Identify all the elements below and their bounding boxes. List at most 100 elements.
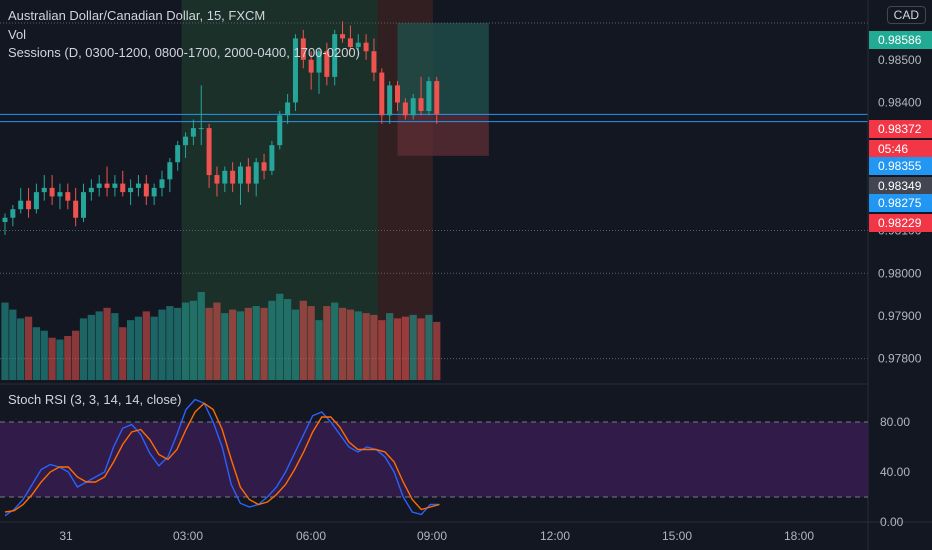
volume-bar (40, 330, 48, 380)
candle-body (214, 175, 220, 184)
candle-body (159, 179, 165, 188)
candle-body (26, 200, 32, 210)
candles (2, 21, 440, 235)
price-tick-label: 0.97900 (878, 309, 922, 323)
price-axis-labels: 0.98586 0.98372 05:46 0.98355 0.98349 0.98275… (869, 31, 932, 232)
candle-body (253, 162, 259, 184)
volume-bar (236, 311, 245, 380)
candle-body (324, 51, 330, 77)
time-axis-ticks[interactable]: 31 03:00 06:00 09:00 12:00 15:00 18:00 (59, 529, 814, 543)
volume-bar (268, 300, 276, 380)
price-label-box (869, 157, 932, 175)
candle-body (2, 217, 8, 223)
volume-bar (197, 292, 205, 380)
candle-body (332, 34, 338, 77)
volume-bar (56, 339, 64, 380)
price-tick-label: 0.97800 (878, 352, 922, 366)
candle-body (363, 42, 369, 52)
volume-bar (72, 330, 80, 380)
volume-bar (409, 314, 417, 380)
volume-bar (229, 309, 237, 380)
candle-body (183, 136, 189, 146)
price-label-text: 0.98275 (878, 196, 922, 210)
position-tool[interactable] (397, 23, 489, 156)
volume-bar (425, 314, 433, 380)
volume-bar (64, 336, 72, 380)
candle-body (143, 183, 149, 197)
candle-body (434, 81, 440, 115)
candle-body (198, 128, 204, 130)
candle-body (402, 102, 408, 116)
candle-body (151, 187, 157, 197)
price-axis-ticks[interactable]: 0.985000.984000.981000.980000.979000.978… (878, 53, 922, 529)
candle-body (128, 187, 134, 193)
price-label-text: 05:46 (878, 142, 908, 156)
price-label-text: 0.98349 (878, 179, 922, 193)
candle-body (96, 183, 102, 188)
volume-bar (79, 318, 88, 380)
volume-bar (354, 311, 362, 380)
price-label-text: 0.98586 (878, 33, 922, 47)
volume-bar (32, 327, 41, 380)
volume-bar (119, 327, 127, 380)
candle-body (261, 162, 267, 171)
candle-body (65, 192, 71, 201)
volume-bar (48, 337, 56, 380)
candle-body (245, 166, 251, 184)
candle-body (222, 170, 228, 184)
time-tick-label: 06:00 (296, 529, 326, 543)
volume-legend[interactable]: Vol (8, 27, 27, 42)
candle-body (355, 42, 361, 47)
candle-body (347, 38, 353, 47)
candle-body (49, 187, 55, 197)
candle-body (10, 209, 16, 218)
candle-body (112, 183, 118, 188)
price-label-text: 0.98355 (878, 159, 922, 173)
candle-body (33, 192, 39, 210)
candle-body (371, 51, 377, 73)
price-label-box (869, 194, 932, 212)
position-stop-zone (397, 114, 489, 156)
horizontal-lines[interactable] (0, 113, 868, 123)
price-label-box (869, 177, 932, 195)
volume-bar (252, 306, 260, 380)
candle-body (277, 115, 283, 146)
volume-bar (331, 302, 339, 380)
volume-bar (24, 316, 33, 380)
volume-bar (150, 316, 158, 380)
price-label-box (869, 140, 932, 158)
volume-bar (260, 307, 268, 380)
stoch-d-line (4, 402, 440, 513)
symbol-title[interactable]: Australian Dollar/Canadian Dollar, 15, F… (8, 8, 266, 23)
sessions-legend[interactable]: Sessions (D, 0300-1200, 0800-1700, 2000-… (8, 45, 360, 60)
volume-bar (87, 314, 95, 380)
volume-bar (283, 299, 292, 380)
candle-body (395, 85, 400, 103)
candle-body (340, 34, 346, 39)
candle-body (120, 183, 126, 193)
volume-bar (221, 313, 229, 380)
volume-bar (103, 307, 111, 380)
volume-bar (338, 307, 347, 380)
volume-bar (370, 314, 378, 380)
time-tick-label: 12:00 (540, 529, 570, 543)
volume-bar (299, 300, 307, 380)
price-label-text: 0.98229 (878, 216, 922, 230)
volume-bar (9, 309, 17, 380)
volume-bar (205, 307, 213, 380)
candle-body (230, 170, 236, 184)
candle-body (308, 59, 314, 73)
stoch-rsi-legend[interactable]: Stoch RSI (3, 3, 14, 14, close) (8, 392, 182, 407)
volume-bar (291, 309, 300, 380)
price-label-box (869, 31, 932, 49)
volume-bar (276, 293, 284, 380)
candle-body (300, 38, 306, 60)
candle-body (175, 145, 181, 163)
currency-button[interactable]: CAD (886, 6, 926, 24)
candle-body (190, 128, 196, 137)
candle-body (206, 128, 212, 176)
volume-bar (346, 309, 355, 380)
candle-body (18, 200, 24, 210)
stoch-tick-label: 80.00 (880, 415, 910, 429)
